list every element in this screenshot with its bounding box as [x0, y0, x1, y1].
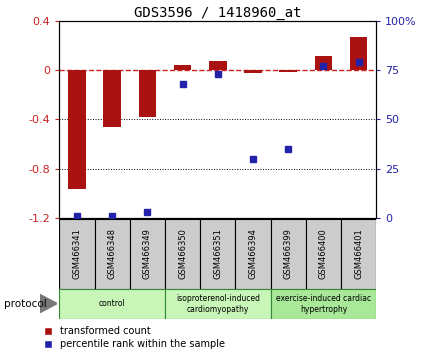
Bar	[165, 289, 271, 319]
Text: GSM466351: GSM466351	[213, 229, 222, 279]
Bar	[95, 219, 130, 289]
Text: isoproterenol-induced
cardiomyopathy: isoproterenol-induced cardiomyopathy	[176, 293, 260, 314]
Bar	[271, 219, 306, 289]
Bar	[68, 70, 86, 189]
Polygon shape	[40, 294, 57, 313]
Text: protocol: protocol	[4, 298, 47, 309]
Bar	[350, 37, 367, 70]
Text: GSM466348: GSM466348	[108, 228, 117, 280]
Bar	[59, 289, 165, 319]
Bar	[315, 56, 332, 70]
Bar	[165, 219, 200, 289]
Title: GDS3596 / 1418960_at: GDS3596 / 1418960_at	[134, 6, 301, 20]
Bar	[235, 219, 271, 289]
Text: GSM466401: GSM466401	[354, 229, 363, 279]
Bar	[244, 70, 262, 73]
Text: GSM466400: GSM466400	[319, 229, 328, 279]
Legend: transformed count, percentile rank within the sample: transformed count, percentile rank withi…	[44, 326, 225, 349]
Bar	[59, 219, 95, 289]
Bar	[341, 219, 376, 289]
Bar	[306, 219, 341, 289]
Text: exercise-induced cardiac
hypertrophy: exercise-induced cardiac hypertrophy	[276, 293, 371, 314]
Bar	[174, 65, 191, 70]
Text: GSM466341: GSM466341	[73, 229, 81, 279]
Bar	[271, 289, 376, 319]
Bar	[279, 70, 297, 72]
Bar	[103, 70, 121, 127]
Text: GSM466394: GSM466394	[249, 229, 257, 279]
Text: GSM466350: GSM466350	[178, 229, 187, 279]
Bar	[200, 219, 235, 289]
Bar	[139, 70, 156, 117]
Text: control: control	[99, 299, 125, 308]
Bar	[130, 219, 165, 289]
Text: GSM466399: GSM466399	[284, 229, 293, 279]
Text: GSM466349: GSM466349	[143, 229, 152, 279]
Bar	[209, 61, 227, 70]
